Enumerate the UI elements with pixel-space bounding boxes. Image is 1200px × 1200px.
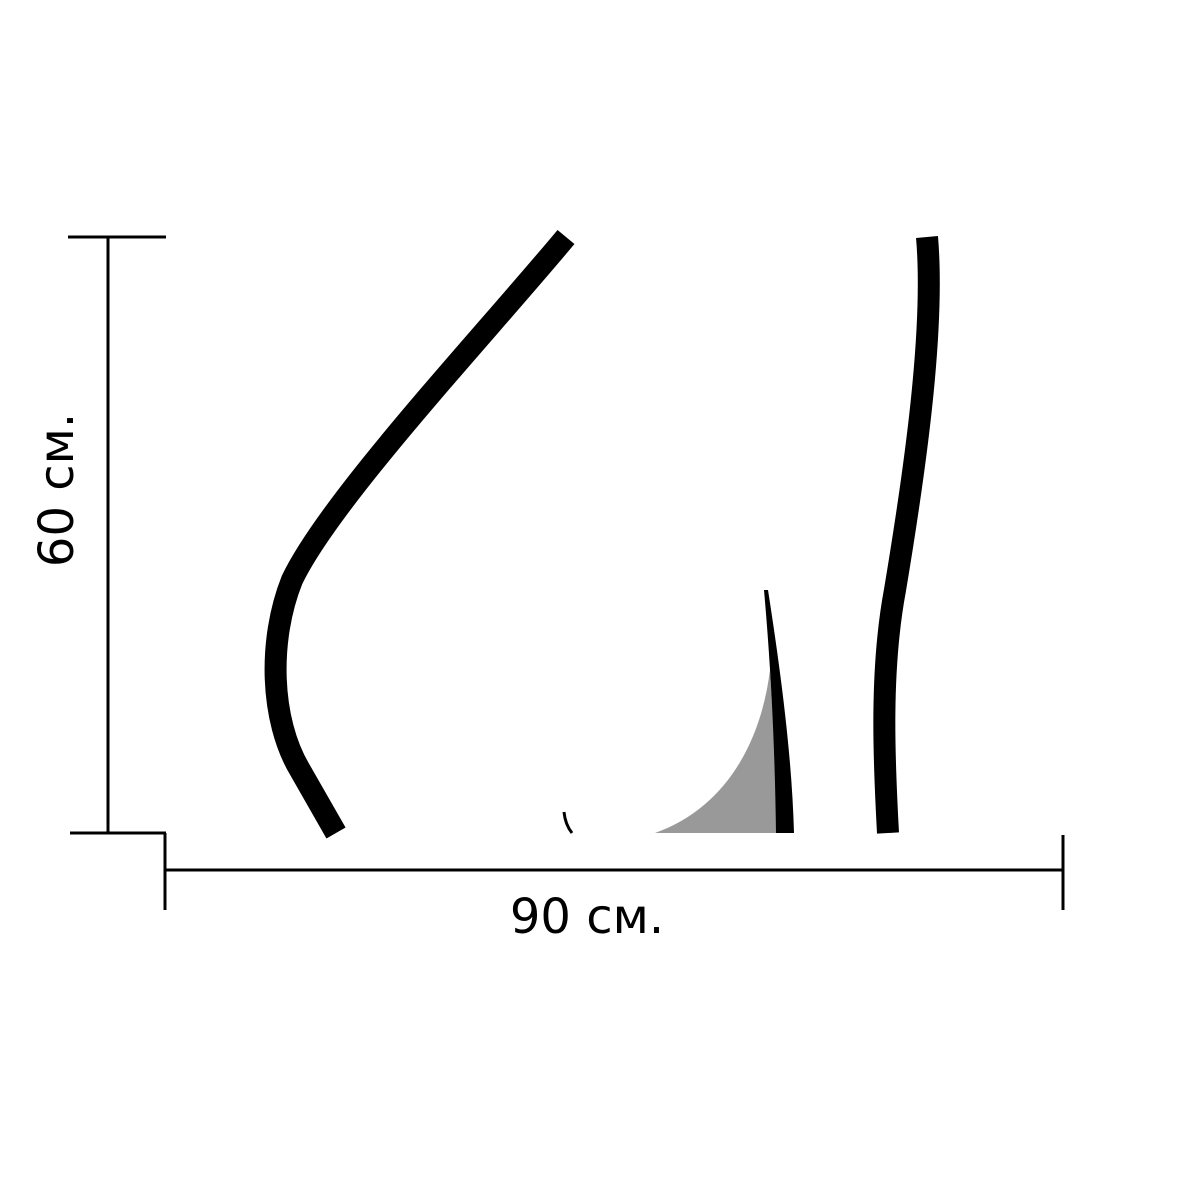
height-label: 60 см. [29,413,85,567]
height-dimension: 60 см. [29,235,166,835]
left-contour [264,229,575,839]
right-contour [873,236,940,834]
figure-outline [264,229,940,839]
width-label: 90 см. [510,889,664,945]
small-line [562,811,574,834]
inner-line [764,590,794,833]
shadow [655,670,780,833]
width-dimension: 90 см. [163,833,1065,945]
